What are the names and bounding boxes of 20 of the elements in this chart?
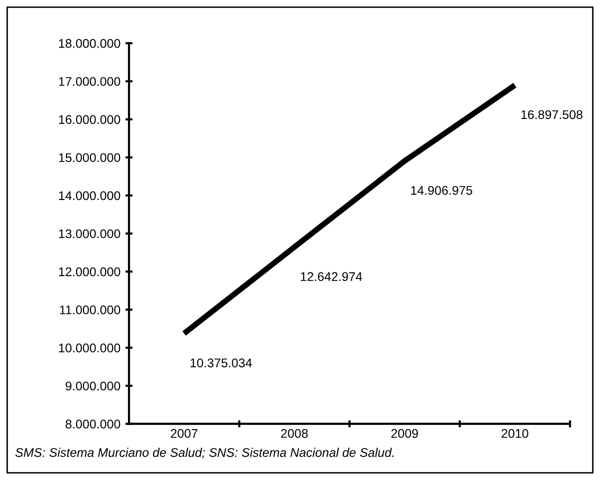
y-tick-label: 8.000.000	[66, 420, 120, 428]
y-tick-label: 12.000.000	[59, 267, 120, 276]
data-label: 12.642.974	[300, 272, 362, 282]
y-tick-label: 9.000.000	[66, 382, 120, 390]
text: SMS: Sistema Murciano de Salud; SNS: Sistema Nacional de Salud.	[15, 448, 394, 458]
x-tick-label: 2009	[391, 429, 418, 438]
y-tick-label: 15.000.000	[59, 153, 120, 162]
x-tick-label: 2010	[502, 429, 528, 438]
data-label: 16.897.508	[521, 110, 582, 120]
y-tick-label: 16.000.000	[59, 115, 120, 124]
y-tick-label: 11.000.000	[60, 305, 120, 314]
y-tick-label: 10.000.000	[59, 344, 120, 352]
data-label: 10.375.034	[190, 358, 252, 368]
x-tick-label: 2008	[281, 429, 308, 438]
y-tick-label: 14.000.000	[59, 191, 120, 200]
y-tick-label: 17.000.000	[59, 77, 120, 86]
x-tick-label: 2007	[170, 429, 198, 438]
y-tick-label: 13.000.000	[59, 229, 120, 238]
y-tick-label: 18.000.000	[59, 39, 120, 48]
data-label: 14.906.975	[411, 186, 472, 195]
